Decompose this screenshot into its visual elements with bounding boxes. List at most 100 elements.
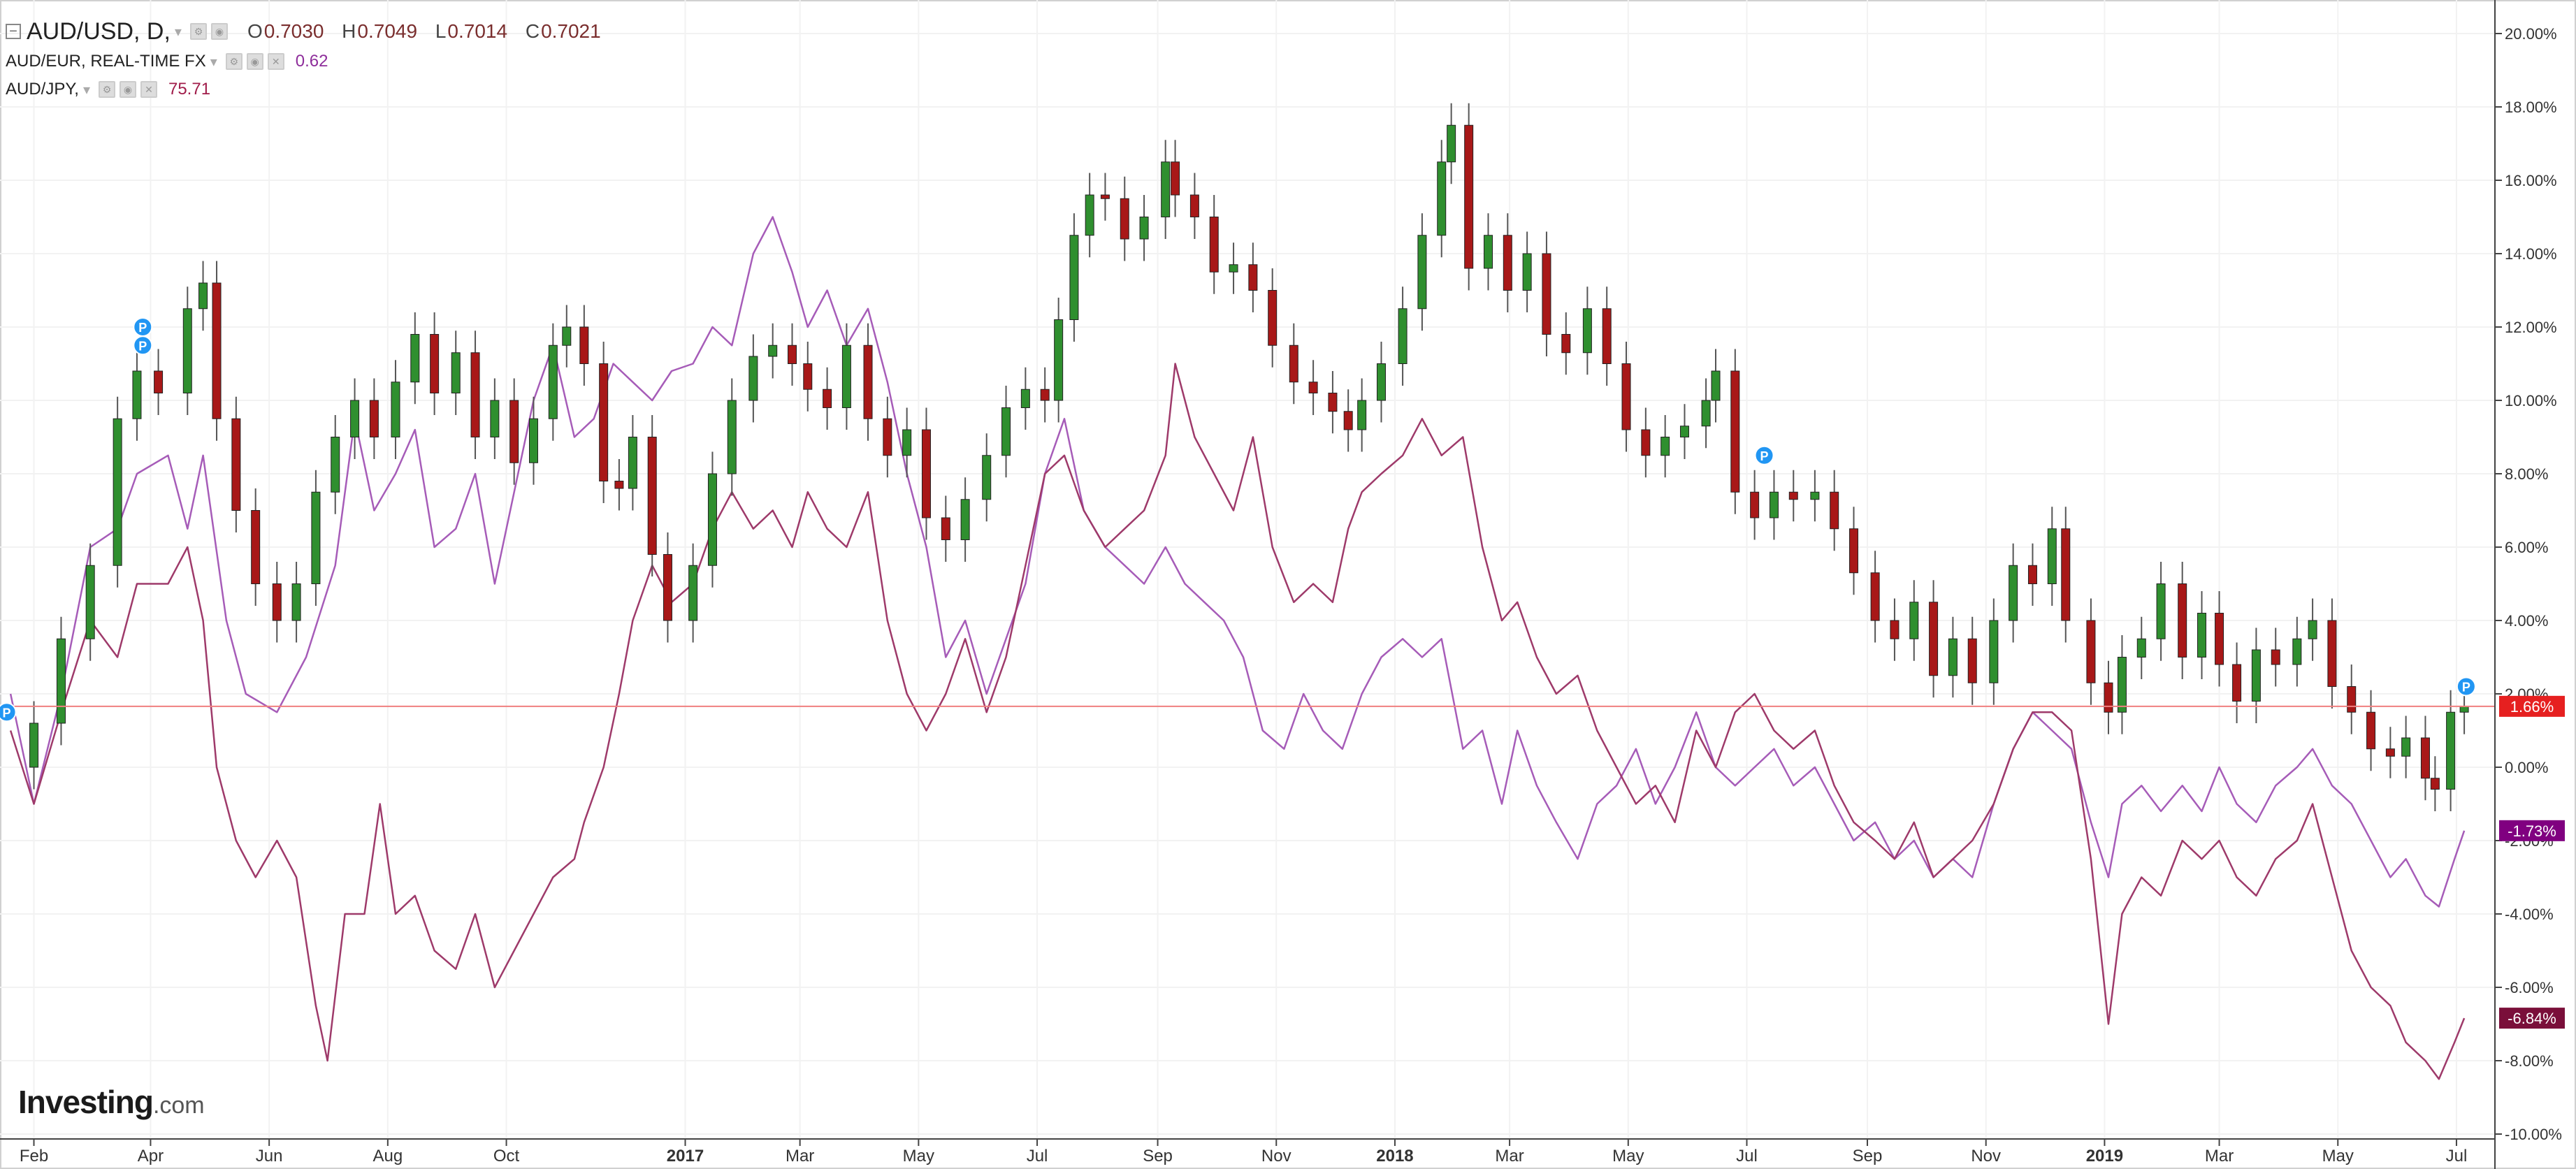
- candle-down: [2420, 737, 2430, 779]
- main-symbol[interactable]: AUD/USD, D,: [27, 17, 171, 45]
- candle-up: [311, 491, 321, 584]
- candle-up: [451, 352, 461, 393]
- eur-symbol[interactable]: AUD/EUR, REAL-TIME FX: [6, 52, 206, 71]
- news-marker-icon[interactable]: P: [2456, 676, 2476, 697]
- news-marker-icon[interactable]: P: [133, 335, 153, 356]
- candle-up: [707, 473, 717, 566]
- candle-up: [2459, 706, 2469, 713]
- candle-up: [85, 565, 95, 639]
- settings-icon[interactable]: ⚙: [98, 81, 115, 98]
- y-tick-label: 4.00%: [2505, 612, 2548, 630]
- candle-down: [1641, 429, 1651, 456]
- candle-down: [1788, 491, 1798, 500]
- candle-down: [272, 583, 282, 621]
- x-tick-label: Mar: [2205, 1147, 2234, 1166]
- news-marker-icon[interactable]: P: [0, 702, 17, 723]
- x-tick-label: May: [2322, 1147, 2354, 1166]
- candle-up: [562, 326, 572, 346]
- news-marker-circle: [0, 702, 17, 723]
- candle-up: [902, 429, 912, 456]
- candle-up: [1810, 491, 1820, 500]
- settings-icon[interactable]: ⚙: [225, 53, 243, 70]
- candle-down: [430, 334, 440, 393]
- news-marker-circle: [1754, 445, 1774, 465]
- candle-up: [1989, 620, 1999, 683]
- chevron-down-icon[interactable]: ▾: [82, 82, 90, 98]
- chevron-down-icon[interactable]: ▾: [210, 54, 217, 70]
- x-tick-label: Jun: [256, 1147, 283, 1166]
- x-tick-label: Nov: [1261, 1147, 1291, 1166]
- close-icon[interactable]: ✕: [267, 53, 284, 70]
- x-tick-label: Jul: [1736, 1147, 1758, 1166]
- y-tick-label: 8.00%: [2505, 465, 2548, 483]
- chevron-down-icon[interactable]: ▾: [174, 24, 182, 40]
- y-tick-label: 16.00%: [2505, 172, 2557, 189]
- candle-up: [1701, 400, 1711, 427]
- candle-up: [2446, 711, 2456, 790]
- candle-down: [2027, 565, 2037, 584]
- hide-icon[interactable]: ◉: [119, 81, 136, 98]
- candle-up: [198, 282, 208, 310]
- candle-down: [1209, 217, 1219, 273]
- candle-up: [841, 344, 851, 408]
- candle-down: [2271, 649, 2280, 665]
- y-tick-label: 0.00%: [2505, 759, 2548, 776]
- candle-down: [1602, 308, 1612, 364]
- y-tick-label: 12.00%: [2505, 319, 2557, 336]
- aud-eur-last-label: -1.73%: [2499, 820, 2565, 841]
- candle-down: [1343, 411, 1353, 430]
- candle-down: [1289, 344, 1298, 383]
- aud-usd-candles: [29, 103, 2469, 811]
- candle-up: [331, 437, 340, 493]
- aud-usd-last-label: 1.66%: [2499, 695, 2565, 717]
- hide-icon[interactable]: ◉: [246, 53, 263, 70]
- jpy-symbol[interactable]: AUD/JPY,: [6, 80, 79, 99]
- candle-down: [369, 400, 379, 437]
- candle-up: [1398, 308, 1408, 364]
- candle-down: [1830, 491, 1839, 530]
- x-tick-label: Jul: [2446, 1147, 2468, 1166]
- news-marker-label: P: [138, 321, 147, 335]
- aud-jpy-last-label-text: -6.84%: [2508, 1010, 2556, 1027]
- aud-usd-last-label-text: 1.66%: [2510, 698, 2554, 716]
- logo-domain: .com: [152, 1092, 205, 1119]
- candle-up: [132, 370, 142, 419]
- candle-down: [2385, 748, 2395, 757]
- legend-eur-row: AUD/EUR, REAL-TIME FX ▾ ⚙ ◉ ✕ 0.62: [6, 48, 614, 75]
- news-marker-icon[interactable]: P: [1754, 445, 1774, 465]
- aud-jpy-last-label-bg: [2499, 1008, 2565, 1029]
- candle-up: [1229, 264, 1238, 273]
- ohlc-high-key: H: [342, 20, 356, 42]
- legend: − AUD/USD, D, ▾ ⚙ ◉ O0.7030 H0.7049 L0.7…: [6, 15, 614, 103]
- candle-up: [1711, 370, 1721, 401]
- candle-down: [1561, 334, 1571, 354]
- candle-up: [1085, 194, 1094, 236]
- candle-down: [1171, 161, 1180, 196]
- candle-up: [548, 344, 558, 419]
- hide-icon[interactable]: ◉: [210, 23, 228, 40]
- ohlc-open-value: 0.7030: [263, 20, 324, 42]
- candle-down: [1464, 124, 1474, 269]
- legend-main-row: − AUD/USD, D, ▾ ⚙ ◉ O0.7030 H0.7049 L0.7…: [6, 15, 614, 48]
- logo-brand: Investing: [18, 1084, 154, 1120]
- news-marker-icon[interactable]: P: [133, 317, 153, 337]
- aud-usd-last-label-bg: [2499, 695, 2565, 717]
- candle-up: [1909, 602, 1919, 639]
- settings-icon[interactable]: ⚙: [189, 23, 207, 40]
- candle-down: [470, 352, 480, 437]
- collapse-icon[interactable]: −: [6, 24, 21, 39]
- candle-down: [1100, 194, 1110, 199]
- candle-down: [2061, 528, 2071, 621]
- candle-up: [1582, 308, 1592, 354]
- candle-down: [2232, 664, 2242, 702]
- candle-up: [391, 382, 400, 437]
- aud-jpy-last-label: -6.84%: [2499, 1008, 2565, 1029]
- ohlc-high-value: 0.7049: [357, 20, 418, 42]
- candle-up: [1522, 253, 1532, 291]
- candle-up: [2251, 649, 2261, 702]
- close-icon[interactable]: ✕: [140, 81, 157, 98]
- candle-up: [490, 400, 500, 437]
